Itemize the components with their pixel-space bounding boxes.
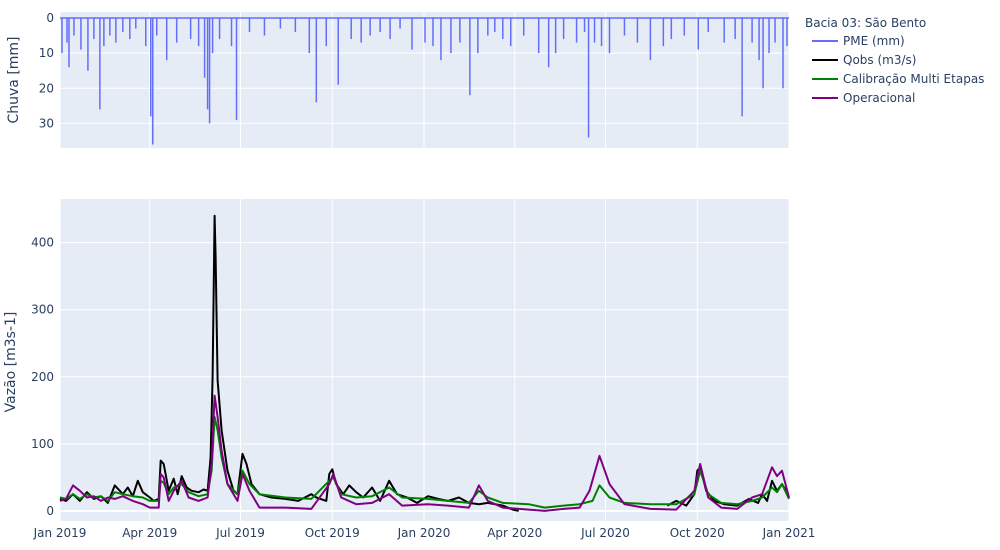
flow-y-tick-label: 0	[46, 504, 54, 518]
flow-x-tick-label: Apr 2020	[487, 526, 542, 540]
flow-x-tick-label: Jul 2020	[580, 526, 630, 540]
legend: Bacia 03: São Bento PME (mm) Qobs (m3/s)…	[805, 16, 984, 105]
rain-y-axis-title: Chuva [mm]	[6, 36, 22, 123]
legend-label-calibracao: Calibração Multi Etapas	[843, 72, 984, 86]
legend-title: Bacia 03: São Bento	[805, 16, 926, 30]
flow-y-tick-label: 300	[31, 303, 54, 317]
series-line-2	[59, 394, 790, 512]
legend-item-qobs[interactable]: Qobs (m3/s)	[812, 53, 916, 67]
flow-x-tick-label: Jul 2019	[215, 526, 265, 540]
flow-y-tick-label: 100	[31, 437, 54, 451]
rain-y-tick-label: 10	[39, 46, 54, 60]
legend-label-operacional: Operacional	[843, 91, 915, 105]
flow-x-tick-label: Apr 2019	[122, 526, 177, 540]
legend-item-calibracao[interactable]: Calibração Multi Etapas	[812, 72, 984, 86]
series-line-1	[59, 416, 790, 509]
flow-y-tick-label: 200	[31, 370, 54, 384]
flow-y-tick-label: 400	[31, 236, 54, 250]
flow-y-axis-title: Vazão [m3s-1]	[3, 312, 19, 413]
flow-x-ticks: Jan 2019 Apr 2019 Jul 2019 Oct 2019 Jan 2020…	[33, 526, 816, 540]
flow-x-tick-label: Jan 2021	[762, 526, 816, 540]
rain-y-tick-label: 20	[39, 81, 54, 95]
flow-lines	[59, 214, 790, 512]
flow-x-tick-label: Jan 2020	[397, 526, 451, 540]
flow-x-tick-label: Jan 2019	[33, 526, 87, 540]
rain-y-tick-label: 30	[39, 116, 54, 130]
flow-x-tick-label: Oct 2020	[670, 526, 725, 540]
rain-y-tick-label: 0	[46, 11, 54, 25]
flow-y-ticks: 0 100 200 300 400	[31, 236, 54, 518]
rain-y-ticks: 0 10 20 30	[39, 11, 54, 130]
rain-grid	[59, 12, 790, 148]
flow-panel: 0 100 200 300 400 Jan 2019 Apr 2019 Jul 2019 Oc…	[3, 199, 815, 540]
legend-label-pme: PME (mm)	[843, 34, 905, 48]
legend-label-qobs: Qobs (m3/s)	[843, 53, 916, 67]
legend-item-operacional[interactable]: Operacional	[812, 91, 915, 105]
flow-x-tick-label: Oct 2019	[305, 526, 360, 540]
legend-item-pme[interactable]: PME (mm)	[812, 34, 905, 48]
rain-bars	[60, 17, 789, 145]
rain-panel: 0 10 20 30 Chuva [mm]	[6, 11, 790, 148]
